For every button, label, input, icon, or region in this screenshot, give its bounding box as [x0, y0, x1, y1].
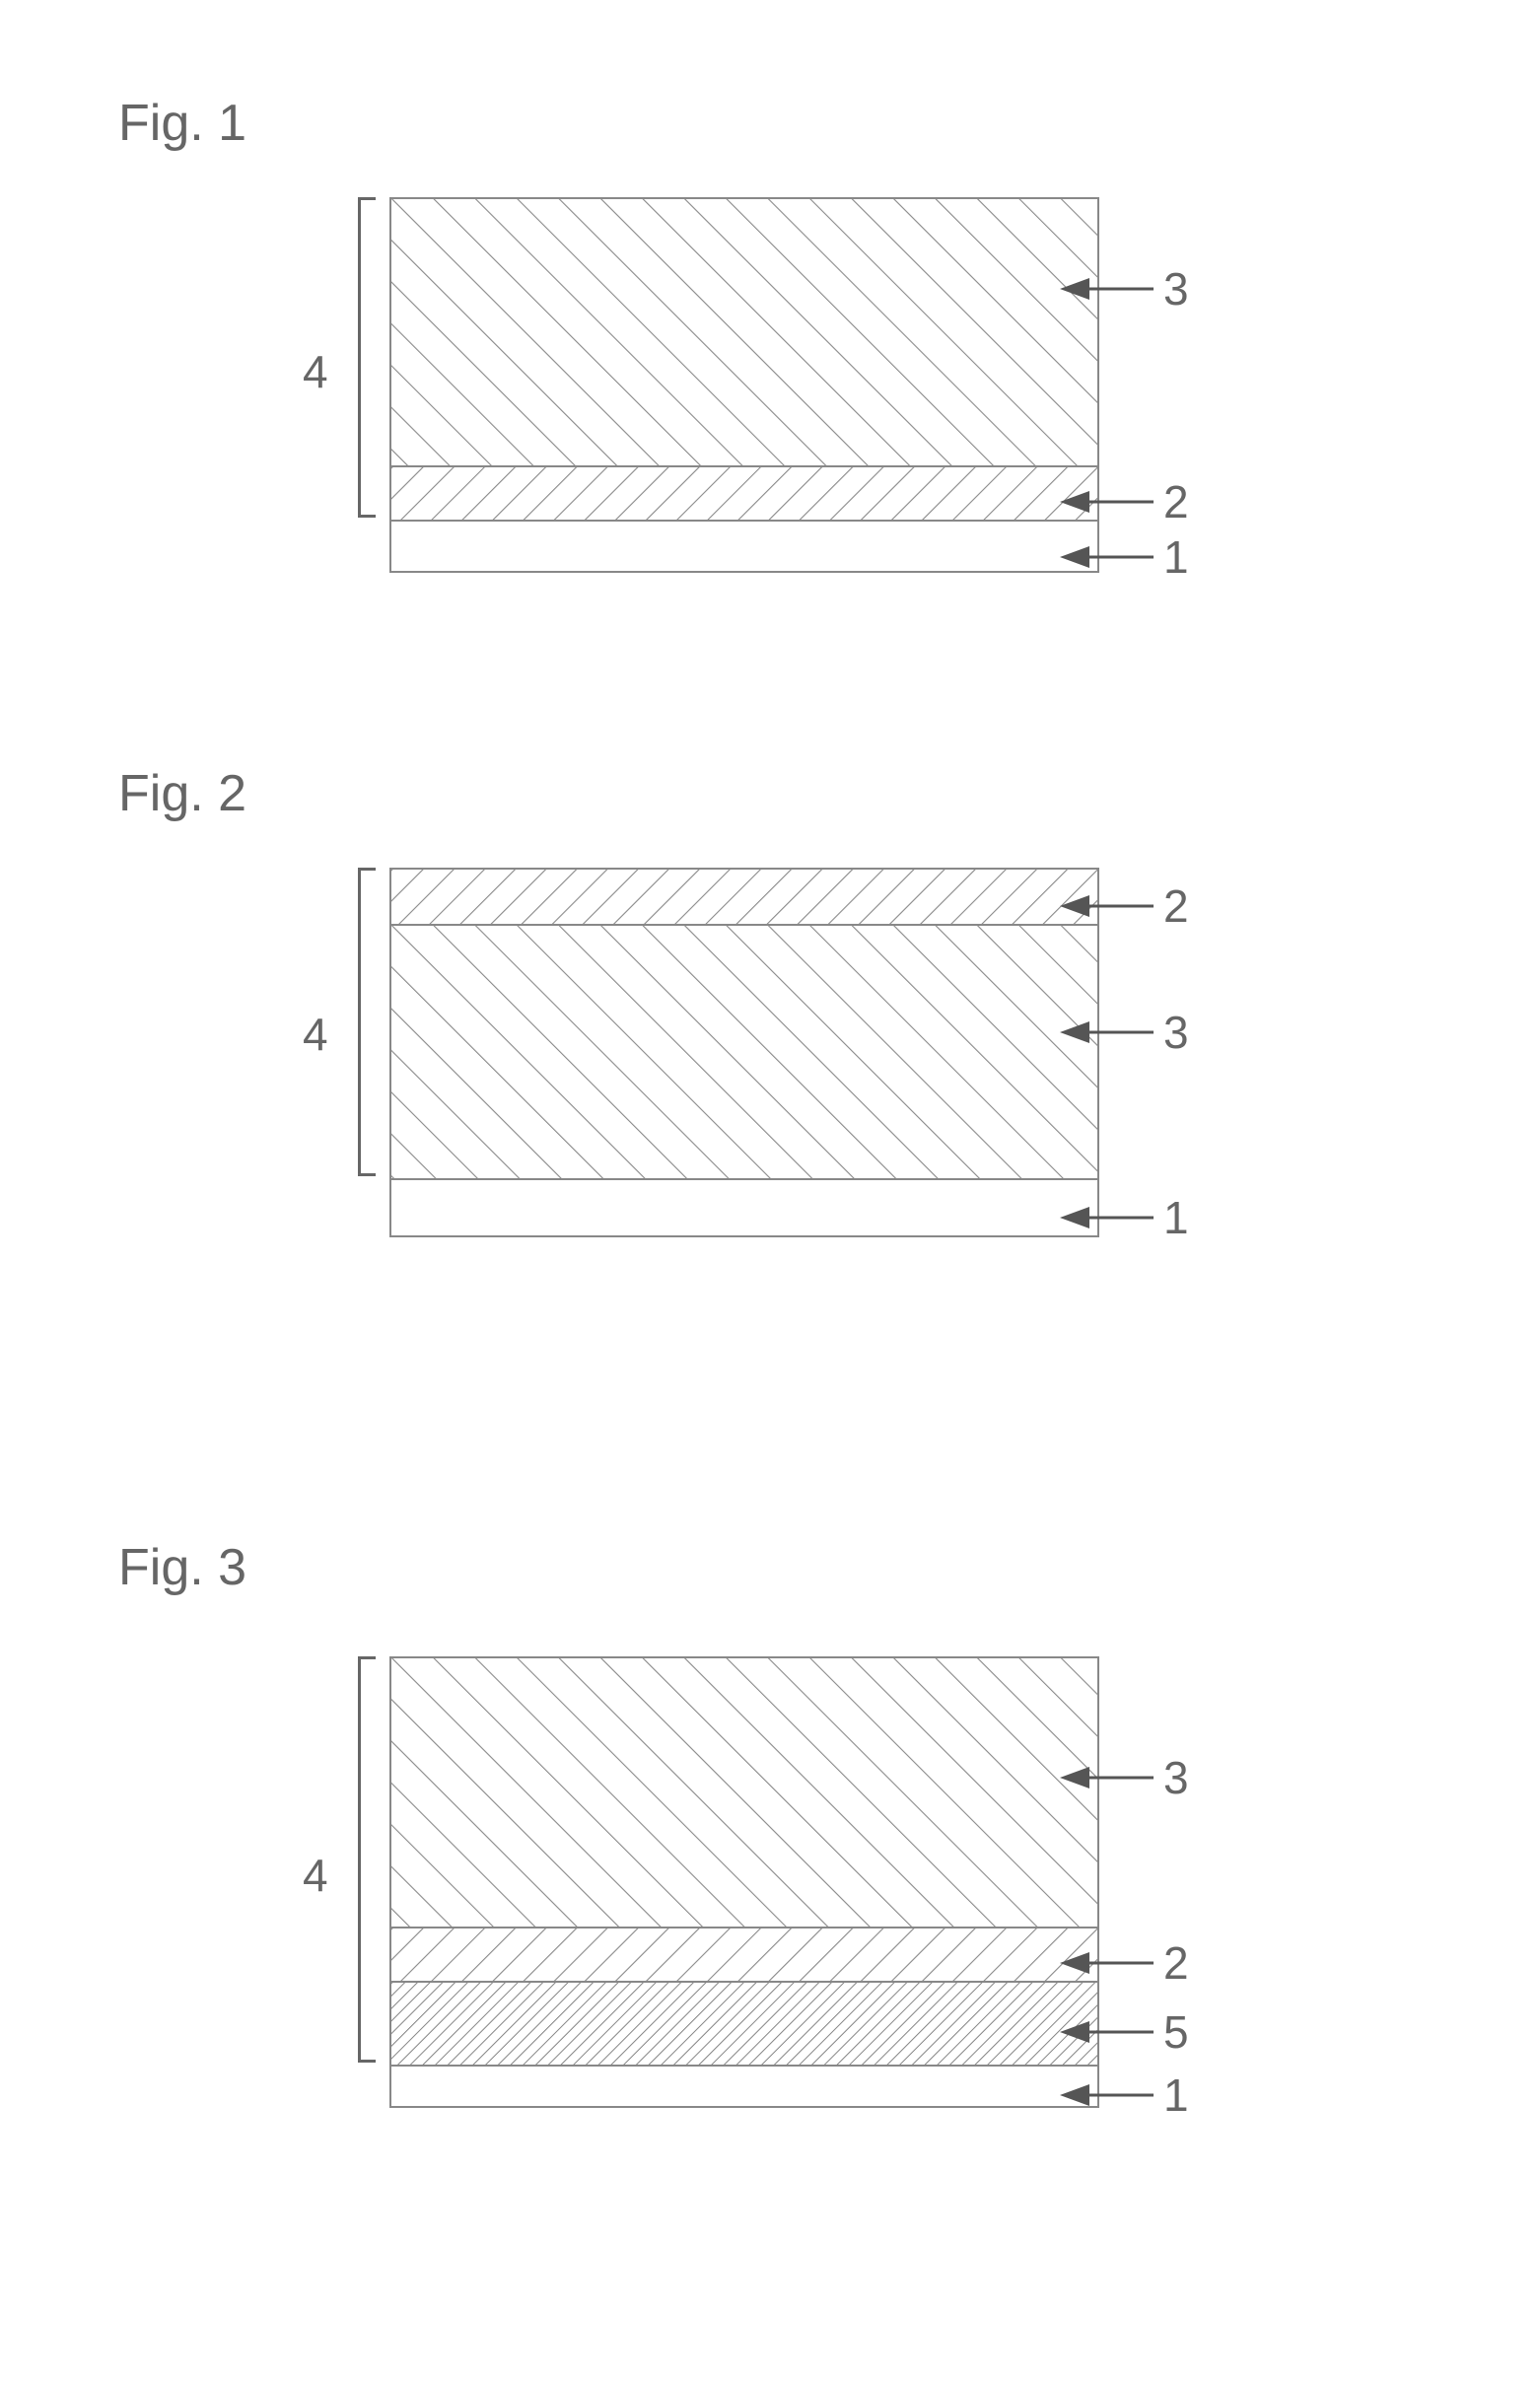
figure-3-diagram: 4 3 2 5 [389, 1656, 1099, 2108]
hatch-fill [391, 1658, 1097, 1927]
figure-2-arrow-3: 3 [1060, 1006, 1189, 1059]
figure-3-title: Fig. 3 [118, 1538, 246, 1597]
figure-3-bracket-label: 4 [303, 1849, 328, 1902]
figure-2-stack [389, 868, 1099, 1237]
figure-3-layer-2 [391, 1927, 1097, 1981]
figure-1-title: Fig. 1 [118, 94, 246, 153]
hatch-fill [391, 1983, 1097, 2065]
layer-label: 1 [1163, 1191, 1189, 1244]
figure-3-arrow-3: 3 [1060, 1751, 1189, 1804]
figure-1-layer-1 [391, 520, 1097, 571]
figure-1-layer-2 [391, 465, 1097, 520]
arrow-icon [1060, 1949, 1154, 1977]
layer-label: 3 [1163, 262, 1189, 316]
layer-label: 1 [1163, 530, 1189, 584]
figure-2-layer-3 [391, 924, 1097, 1178]
figure-2-title: Fig. 2 [118, 764, 246, 823]
figure-1-layer-3 [391, 199, 1097, 465]
figure-2-bracket [358, 868, 376, 1176]
arrow-icon [1060, 275, 1154, 303]
figure-1-arrow-2: 2 [1060, 475, 1189, 528]
figure-3-layer-5 [391, 1981, 1097, 2065]
figure-3-bracket [358, 1656, 376, 2063]
hatch-fill [391, 870, 1097, 924]
figure-1-arrow-1: 1 [1060, 530, 1189, 584]
figure-2-bracket-label: 4 [303, 1008, 328, 1061]
figure-3-layer-1 [391, 2065, 1097, 2106]
figure-3-arrow-1: 1 [1060, 2068, 1189, 2122]
layer-label: 5 [1163, 2005, 1189, 2059]
arrow-icon [1060, 543, 1154, 571]
layer-label: 2 [1163, 879, 1189, 933]
figure-1-bracket [358, 197, 376, 518]
figure-3-arrow-5: 5 [1060, 2005, 1189, 2059]
figure-3-stack [389, 1656, 1099, 2108]
figure-1-stack [389, 197, 1099, 573]
hatch-fill [391, 467, 1097, 520]
hatch-fill [391, 926, 1097, 1178]
figure-1-arrow-3: 3 [1060, 262, 1189, 316]
arrow-icon [1060, 1018, 1154, 1046]
figure-2-arrow-1: 1 [1060, 1191, 1189, 1244]
figure-3-arrow-2: 2 [1060, 1936, 1189, 1990]
figure-2-arrow-2: 2 [1060, 879, 1189, 933]
arrow-icon [1060, 1764, 1154, 1791]
layer-label: 3 [1163, 1751, 1189, 1804]
arrow-icon [1060, 1204, 1154, 1231]
figure-1-bracket-label: 4 [303, 345, 328, 398]
figure-2-layer-2 [391, 870, 1097, 924]
arrow-icon [1060, 892, 1154, 920]
figure-3-layer-3 [391, 1658, 1097, 1927]
figure-2-layer-1 [391, 1178, 1097, 1235]
figure-1-diagram: 4 3 2 1 [389, 197, 1099, 573]
arrow-icon [1060, 488, 1154, 516]
figure-2-diagram: 4 2 3 1 [389, 868, 1099, 1237]
hatch-fill [391, 199, 1097, 465]
layer-label: 2 [1163, 1936, 1189, 1990]
layer-label: 1 [1163, 2068, 1189, 2122]
layer-label: 2 [1163, 475, 1189, 528]
hatch-fill [391, 1928, 1097, 1981]
arrow-icon [1060, 2081, 1154, 2109]
layer-label: 3 [1163, 1006, 1189, 1059]
arrow-icon [1060, 2018, 1154, 2046]
